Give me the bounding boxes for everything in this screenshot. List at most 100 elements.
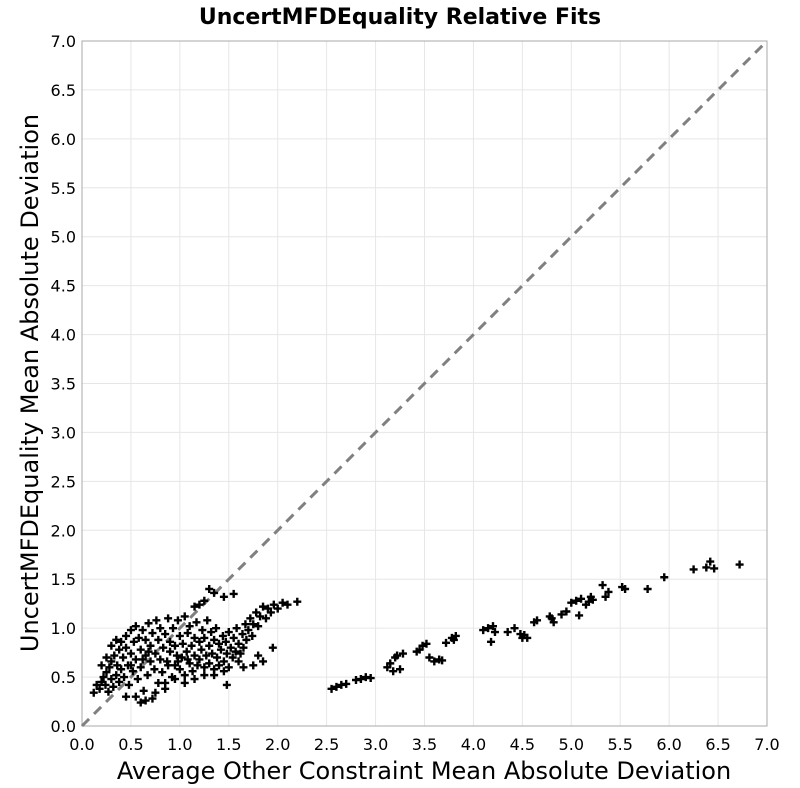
x-tick-label: 5.0 [559,735,584,754]
data-point [523,633,532,642]
data-point [122,692,131,701]
data-point [154,635,163,644]
data-point [218,631,227,640]
data-point [180,671,189,680]
data-point [152,616,161,625]
data-point [226,643,235,652]
x-tick-label: 6.5 [705,735,730,754]
data-point [164,661,173,670]
data-point [188,667,197,676]
data-point [222,680,231,689]
data-point [327,684,336,693]
data-point [169,624,178,633]
data-point [393,651,402,660]
data-point [604,587,613,596]
data-point [89,688,98,697]
x-axis-ticks: 0.0 0.5 1.0 1.5 2.0 2.5 3.0 3.5 4.0 4.5 5.0 5.5 6.0 6… [69,735,779,754]
y-axis-label: UncertMFDEquality Mean Absolute Deviatio… [16,114,44,652]
data-point [484,624,493,633]
data-point [164,614,173,623]
x-tick-label: 4.5 [510,735,535,754]
data-point [207,628,216,637]
data-point [138,626,147,635]
data-point [180,678,189,687]
data-point [689,565,698,574]
data-point [283,600,292,609]
data-point [660,573,669,582]
data-point [136,698,145,707]
data-point [215,661,223,670]
data-point [131,655,140,664]
data-point [269,600,278,609]
data-point [148,629,157,638]
data-point [244,626,253,635]
data-point [366,674,375,683]
data-point [221,637,230,646]
data-point [222,649,231,658]
data-point [549,618,558,627]
data-point [107,641,116,650]
data-point [131,692,140,701]
data-point [131,622,140,631]
data-point [119,653,128,662]
data-point [219,592,228,601]
y-tick-label: 0.0 [51,717,76,736]
data-point [92,680,101,689]
data-point [173,616,182,625]
x-tick-label: 7.0 [754,735,779,754]
x-tick-label: 2.5 [314,735,339,754]
data-point [205,585,214,593]
data-point [228,653,237,662]
data-point [213,653,222,662]
data-point [205,659,214,668]
data-point [386,659,395,668]
data-point [190,633,199,642]
data-point [422,639,431,648]
data-point [115,645,124,654]
y-tick-label: 3.5 [51,375,76,394]
data-point [254,651,263,660]
data-point [735,560,744,569]
data-point [234,639,243,648]
y-tick-label: 4.5 [51,277,76,296]
data-point [170,641,179,650]
y-tick-label: 4.0 [51,326,76,345]
data-point [449,635,458,644]
data-point [438,656,447,665]
data-point [97,661,106,670]
y-tick-label: 5.5 [51,179,76,198]
data-point [190,651,199,660]
data-point [107,657,116,666]
data-point [621,585,630,593]
data-point [195,655,204,664]
data-point [180,612,189,621]
data-point [210,588,219,597]
data-point [212,624,221,633]
data-point [239,663,248,672]
data-point [598,581,607,590]
data-point [577,594,586,603]
data-point [151,688,160,697]
x-tick-label: 0.0 [69,735,94,754]
data-point [215,639,223,648]
data-point [195,600,204,609]
data-point [256,612,265,621]
data-point [187,641,196,650]
data-point [190,602,199,611]
data-point [175,631,184,640]
data-point [175,665,184,674]
data-point [232,624,241,633]
data-point [144,647,153,656]
data-point [241,620,250,629]
data-point [195,637,204,646]
data-point [129,637,138,646]
data-point [510,624,519,633]
data-point [161,678,170,687]
data-point [159,643,168,652]
data-point [216,645,225,654]
x-tick-label: 0.5 [118,735,143,754]
data-point [128,667,137,676]
data-point [101,680,110,689]
data-point [356,675,365,684]
